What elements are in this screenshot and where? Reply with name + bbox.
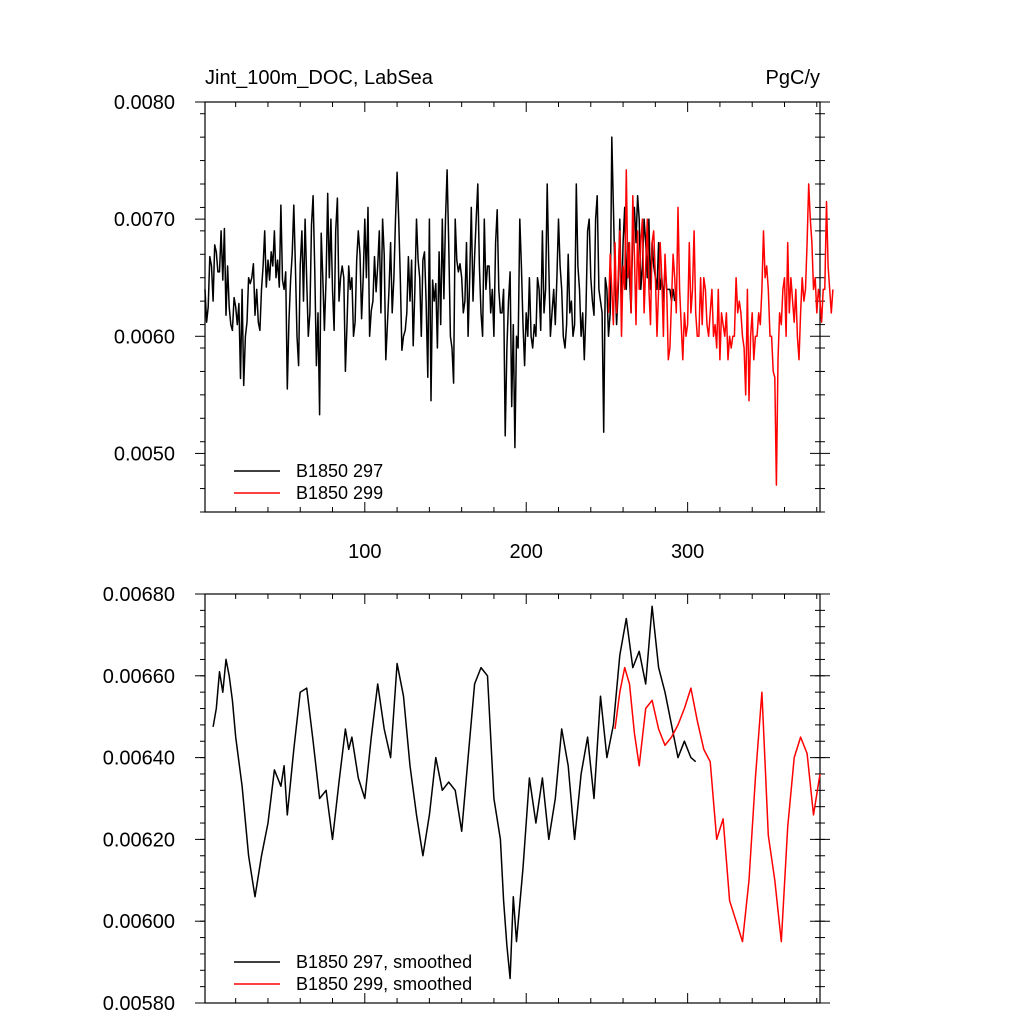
bottom-series-line-1 <box>614 666 821 943</box>
bottom-legend-label-1: B1850 297, smoothed <box>296 952 472 972</box>
top-x-tick-label-1: 200 <box>510 541 543 563</box>
bottom-y-tick-label-2: 0.00620 <box>103 829 175 851</box>
bottom-panel: 0.00580 0.00600 0.00620 0.00640 0.00660 0.006… <box>103 584 830 1015</box>
top-legend-label-1: B1850 297 <box>296 461 383 481</box>
top-legend: B1850 297 B1850 299 <box>234 461 383 503</box>
bottom-y-tick-label-0: 0.00580 <box>103 993 175 1015</box>
top-series-line-1 <box>607 169 834 486</box>
top-series-line-0 <box>204 136 676 449</box>
bottom-y-tick-label-1: 0.00600 <box>103 911 175 933</box>
bottom-y-tick-label-4: 0.00660 <box>103 666 175 688</box>
top-plot-area: 100 200 300 0.0050 0.0060 0.0070 0.0080 <box>114 92 834 563</box>
bottom-y-tick-label-5: 0.00680 <box>103 584 175 606</box>
top-y-tick-label-1: 0.0060 <box>114 326 175 348</box>
top-y-tick-label-0: 0.0050 <box>114 443 175 465</box>
bottom-plot-frame <box>204 593 821 1004</box>
top-x-tick-label-0: 100 <box>348 541 381 563</box>
top-panel: Jint_100m_DOC, LabSea PgC/y 100 200 300 0.0… <box>114 67 834 563</box>
bottom-legend: B1850 297, smoothed B1850 299, smoothed <box>234 952 472 994</box>
top-y-tick-label-3: 0.0080 <box>114 92 175 114</box>
top-x-tick-label-2: 300 <box>671 541 704 563</box>
bottom-y-tick-label-3: 0.00640 <box>103 748 175 770</box>
bottom-series-line-0 <box>212 605 697 980</box>
top-chart-units: PgC/y <box>766 67 820 89</box>
top-y-tick-label-2: 0.0070 <box>114 209 175 231</box>
top-legend-label-2: B1850 299 <box>296 483 383 503</box>
bottom-legend-label-2: B1850 299, smoothed <box>296 974 472 994</box>
top-chart-title: Jint_100m_DOC, LabSea <box>205 67 434 89</box>
bottom-plot-area: 0.00580 0.00600 0.00620 0.00640 0.00660 0.006… <box>103 584 830 1015</box>
